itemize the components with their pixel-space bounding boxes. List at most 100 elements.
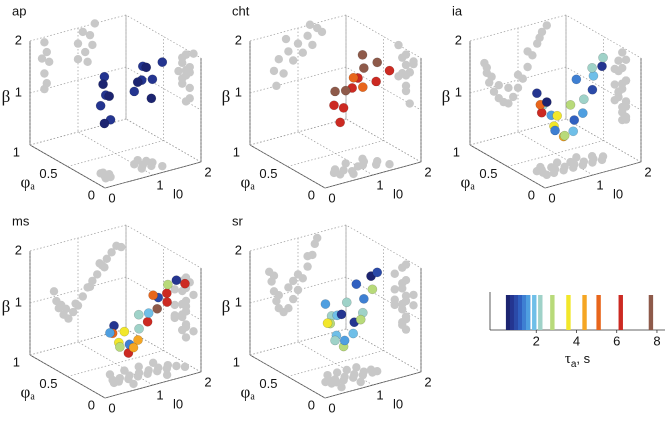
grid-line	[29, 41, 106, 189]
shadow-point	[185, 83, 194, 93]
shadow-point	[536, 162, 545, 172]
shadow-point	[40, 38, 49, 47]
y-axis-sub: a	[250, 182, 255, 193]
data-point	[357, 50, 368, 60]
shadow-point	[178, 74, 187, 83]
shadow-point	[610, 80, 619, 89]
data-point	[341, 297, 352, 308]
shadow-point	[330, 375, 340, 384]
shadow-point	[269, 66, 279, 76]
y-axis-label: φa	[241, 382, 256, 402]
y-axis-symbol: φ	[461, 172, 471, 191]
y-tick-label: 0.5	[39, 376, 57, 391]
color-bar	[566, 295, 571, 330]
z-tick-label: 2	[235, 32, 242, 47]
grid-line	[29, 224, 202, 269]
shadow-point	[293, 285, 303, 295]
shadow-point	[117, 242, 126, 252]
panel-title: ia	[452, 3, 463, 18]
shadow-point	[405, 68, 414, 77]
shadow-point	[181, 296, 191, 306]
shadow-point	[566, 157, 575, 167]
shadow-point	[579, 157, 589, 166]
x-tick-label: 8	[653, 333, 660, 348]
y-tick-label: 0	[308, 187, 315, 202]
x-tick-label: 2	[424, 164, 431, 179]
color-bar	[596, 295, 601, 330]
data-point	[143, 308, 154, 318]
shadow-point	[134, 368, 144, 378]
x-tick-label: 1	[376, 177, 383, 192]
shadow-point	[95, 259, 104, 268]
shadow-point	[83, 57, 92, 66]
grid-line	[249, 41, 326, 189]
y-tick-label: 1	[453, 144, 460, 159]
shadow-point	[289, 56, 298, 65]
grid-line	[324, 268, 422, 399]
x-axis-label: l0	[613, 187, 623, 202]
y-axis-symbol: φ	[21, 382, 31, 401]
color-bar	[550, 295, 555, 330]
data-point	[552, 110, 563, 121]
data-point	[550, 125, 560, 136]
color-bar	[521, 295, 527, 330]
x-tick-label: 2	[424, 374, 431, 389]
color-bar	[618, 295, 623, 330]
shadow-point	[621, 55, 631, 64]
color-bar	[505, 295, 511, 330]
grid-line	[287, 246, 384, 377]
shadow-point	[409, 57, 418, 66]
y-tick-label: 0	[528, 187, 535, 202]
data-point	[330, 86, 340, 97]
x-axis-label: l0	[173, 187, 183, 202]
color-bar	[509, 295, 515, 330]
data-point	[335, 117, 345, 128]
grid-line	[29, 66, 202, 111]
shadow-point	[178, 53, 187, 62]
shadow-point	[401, 60, 411, 70]
data-point	[132, 77, 143, 88]
shadow-point	[49, 287, 59, 296]
shadow-point	[572, 153, 581, 162]
data-point	[338, 103, 349, 113]
data-point	[129, 86, 140, 97]
shadow-point	[610, 64, 619, 74]
shadow-point	[289, 294, 298, 304]
shadow-point	[560, 162, 569, 172]
shadow-point	[335, 170, 345, 179]
y-axis-symbol: φ	[241, 382, 251, 401]
shadow-point	[284, 304, 293, 313]
x-tick-label: 2	[644, 164, 651, 179]
x-tick-label: 2	[204, 164, 211, 179]
grid-line	[249, 66, 422, 111]
grid-line	[469, 14, 642, 59]
color-bar	[517, 295, 523, 330]
shadow-point	[385, 160, 394, 169]
shadow-point	[64, 314, 73, 323]
shadow-point	[317, 27, 327, 37]
data-point	[104, 91, 115, 102]
data-point	[322, 318, 333, 328]
data-point	[128, 342, 139, 353]
x-tick-label: 1	[596, 177, 603, 192]
x-axis-unit: , s	[576, 351, 590, 366]
y-axis-symbol: φ	[21, 172, 31, 191]
shadow-point	[181, 66, 191, 75]
data-point	[348, 328, 359, 339]
shadow-point	[305, 20, 315, 29]
shadow-point	[394, 40, 403, 50]
grid-line	[125, 15, 202, 163]
data-point	[359, 294, 369, 304]
data-point	[171, 275, 182, 286]
z-tick-label: 2	[15, 242, 22, 257]
data-point	[142, 316, 153, 327]
grid-line	[544, 58, 642, 189]
z-tick-label: 2	[15, 32, 22, 47]
y-axis-sub: a	[30, 392, 35, 403]
shadow-point	[398, 305, 407, 314]
shadow-point	[614, 87, 623, 97]
data-point	[597, 61, 607, 72]
z-tick-label: 1	[235, 294, 242, 309]
shadow-point	[621, 76, 631, 85]
data-point	[357, 82, 368, 92]
